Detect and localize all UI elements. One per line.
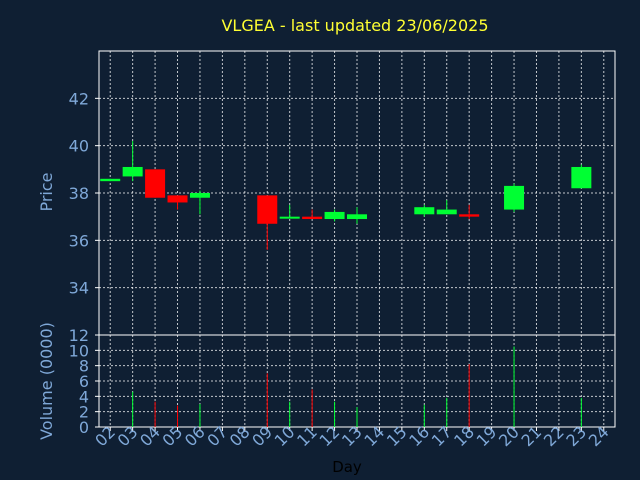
price-tick-label: 42 [69,89,89,108]
price-tick-label: 40 [69,137,89,156]
volume-tick-label: 2 [79,403,89,422]
candle-body-13 [347,214,367,220]
volume-tick-label: 0 [79,418,89,437]
candle-body-05 [167,195,188,203]
price-tick-label: 34 [69,279,89,298]
x-tick-labels: 0203040506070809101112131415161718192021… [91,422,612,450]
candle-body-02 [100,178,121,182]
candle-body-23 [571,166,592,189]
candle-body-03 [122,166,143,177]
chart-title: VLGEA - last updated 23/06/2025 [221,16,488,35]
candle-body-10 [279,216,300,219]
volume-tick-label: 10 [69,341,89,360]
candle-body-11 [302,216,323,220]
candle-body-20 [504,185,525,210]
candle-body-04 [145,169,166,198]
price-tick-label: 36 [69,231,89,250]
candle-body-17 [436,209,457,215]
volume-tick-label: 6 [79,372,89,391]
candle-body-18 [459,214,480,217]
volume-tick-label: 12 [69,326,89,345]
price-axis-label: Price [37,172,56,211]
price-panel: 34 36 38 40 42 [69,50,616,336]
candle-body-09 [257,195,278,224]
volume-tick-label: 8 [79,357,89,376]
candle-body-12 [324,211,345,220]
x-axis-label: Day [332,458,362,476]
volume-axis-label: Volume (0000) [37,322,56,440]
candle-body-06 [189,193,210,198]
price-tick-label: 38 [69,184,89,203]
candle-body-16 [414,207,435,215]
volume-tick-label: 4 [79,387,89,406]
